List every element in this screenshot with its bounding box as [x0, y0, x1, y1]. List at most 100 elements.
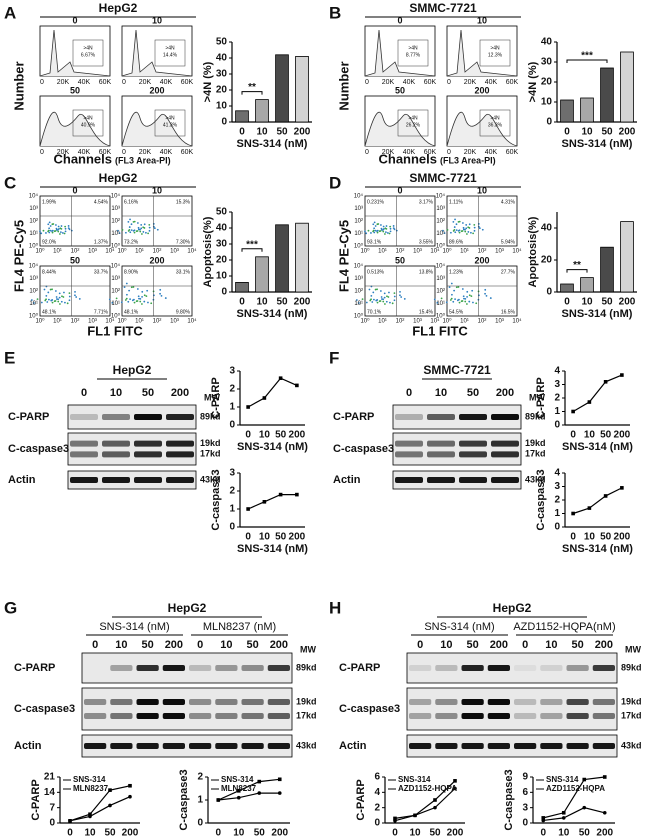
y-tick-label: 10³	[29, 276, 38, 282]
y-tick-label: 50	[216, 207, 228, 218]
x-tick-label: 40K	[403, 79, 416, 86]
quadrant-percent: 4.54%	[94, 199, 109, 205]
x-tick-label: 10²	[71, 319, 80, 325]
y-tick-label: 10⁴	[111, 193, 121, 200]
blot-band	[487, 665, 510, 671]
event-dot	[139, 230, 142, 233]
y-tick-label: 10¹	[354, 301, 363, 307]
event-dot	[433, 298, 436, 301]
event-dot	[472, 232, 475, 235]
quadrant-percent: 48.1%	[42, 309, 57, 315]
point	[257, 791, 262, 795]
event-dot	[124, 231, 127, 234]
event-dot	[58, 296, 61, 299]
y-axis-label: Apoptosis(%)	[527, 216, 539, 287]
blot-strip	[67, 470, 197, 490]
event-dot	[393, 295, 396, 298]
x-tick-label: 10⁴	[105, 248, 115, 255]
point	[68, 819, 72, 823]
x-tick-label: 0	[564, 127, 570, 138]
event-dot	[481, 228, 484, 231]
histogram	[364, 29, 436, 77]
y-tick-label: 10¹	[436, 231, 445, 237]
event-dot	[124, 299, 127, 301]
x-tick-label: 10	[259, 532, 271, 543]
x-tick-label: 60K	[181, 149, 194, 156]
event-dot	[373, 227, 376, 230]
event-dot	[145, 231, 147, 234]
y-tick-label: 10¹	[29, 301, 38, 307]
event-dot	[137, 226, 140, 229]
blot-band	[166, 451, 194, 458]
plot-label: 50	[70, 255, 80, 265]
y-tick-label: 50	[216, 37, 228, 48]
plot-frame	[121, 265, 193, 317]
y-tick-label: 10³	[354, 276, 363, 282]
lane-label: 50	[572, 639, 584, 651]
blot-band	[267, 665, 290, 671]
event-dot	[127, 300, 130, 303]
event-dot	[385, 300, 388, 303]
event-dot	[468, 300, 471, 303]
x-tick-label: 10³	[495, 249, 504, 255]
event-dot	[68, 228, 71, 231]
x-tick-label: 10¹	[135, 319, 144, 325]
event-dot	[365, 301, 368, 304]
event-dot	[140, 224, 143, 226]
x-tick-label: 10	[233, 828, 245, 839]
line	[69, 796, 131, 822]
event-dot	[475, 302, 478, 305]
blot-band	[461, 665, 484, 671]
gate	[397, 39, 429, 67]
x-tick-label: 10	[409, 828, 421, 839]
quadrant-percent: 1.11%	[449, 199, 463, 205]
y-tick-label: 10	[216, 101, 228, 112]
line	[572, 374, 623, 413]
event-dot	[140, 227, 143, 230]
y-tick-label: 3	[554, 481, 560, 492]
event-dot	[64, 227, 67, 230]
event-dot	[58, 292, 61, 295]
x-tick-label: 10³	[88, 249, 97, 255]
plot-label: 10	[477, 15, 487, 25]
point	[413, 813, 417, 818]
y-tick-label: 20	[216, 85, 228, 96]
event-dot	[139, 300, 142, 303]
blot-band	[461, 699, 484, 705]
x-tick-label: 0	[67, 828, 73, 839]
y-tick-label: 40	[541, 223, 553, 234]
lane-label: 50	[247, 639, 259, 651]
histogram	[446, 111, 518, 147]
event-dot	[135, 300, 138, 303]
event-dot	[130, 229, 133, 232]
event-dot	[153, 227, 156, 230]
quadrant-percent: 15.3%	[176, 199, 191, 205]
y-tick-label: 20	[216, 255, 228, 266]
blot-band	[566, 743, 589, 749]
blot-band	[189, 713, 212, 719]
event-dot	[382, 300, 385, 303]
gate-label: >4N	[165, 115, 175, 121]
blot-band	[491, 440, 519, 447]
line	[543, 776, 605, 819]
point	[108, 803, 112, 808]
event-dot	[386, 295, 388, 298]
x-tick-label: 10⁰	[360, 248, 370, 255]
blot-band	[241, 699, 264, 705]
plot-label: 0	[72, 185, 77, 195]
plot-frame	[446, 195, 518, 247]
blot-band	[395, 451, 423, 458]
event-dot	[460, 300, 463, 303]
event-dot	[373, 221, 376, 224]
point	[278, 376, 283, 380]
event-dot	[387, 296, 390, 298]
event-dot	[125, 297, 128, 300]
point	[602, 775, 607, 779]
event-dot	[129, 218, 131, 221]
x-tick-label: 10³	[170, 249, 179, 255]
event-dot	[380, 296, 383, 298]
point	[246, 405, 250, 409]
panel-title: HepG2	[168, 601, 207, 615]
gate	[72, 109, 104, 137]
event-dot	[64, 301, 66, 304]
